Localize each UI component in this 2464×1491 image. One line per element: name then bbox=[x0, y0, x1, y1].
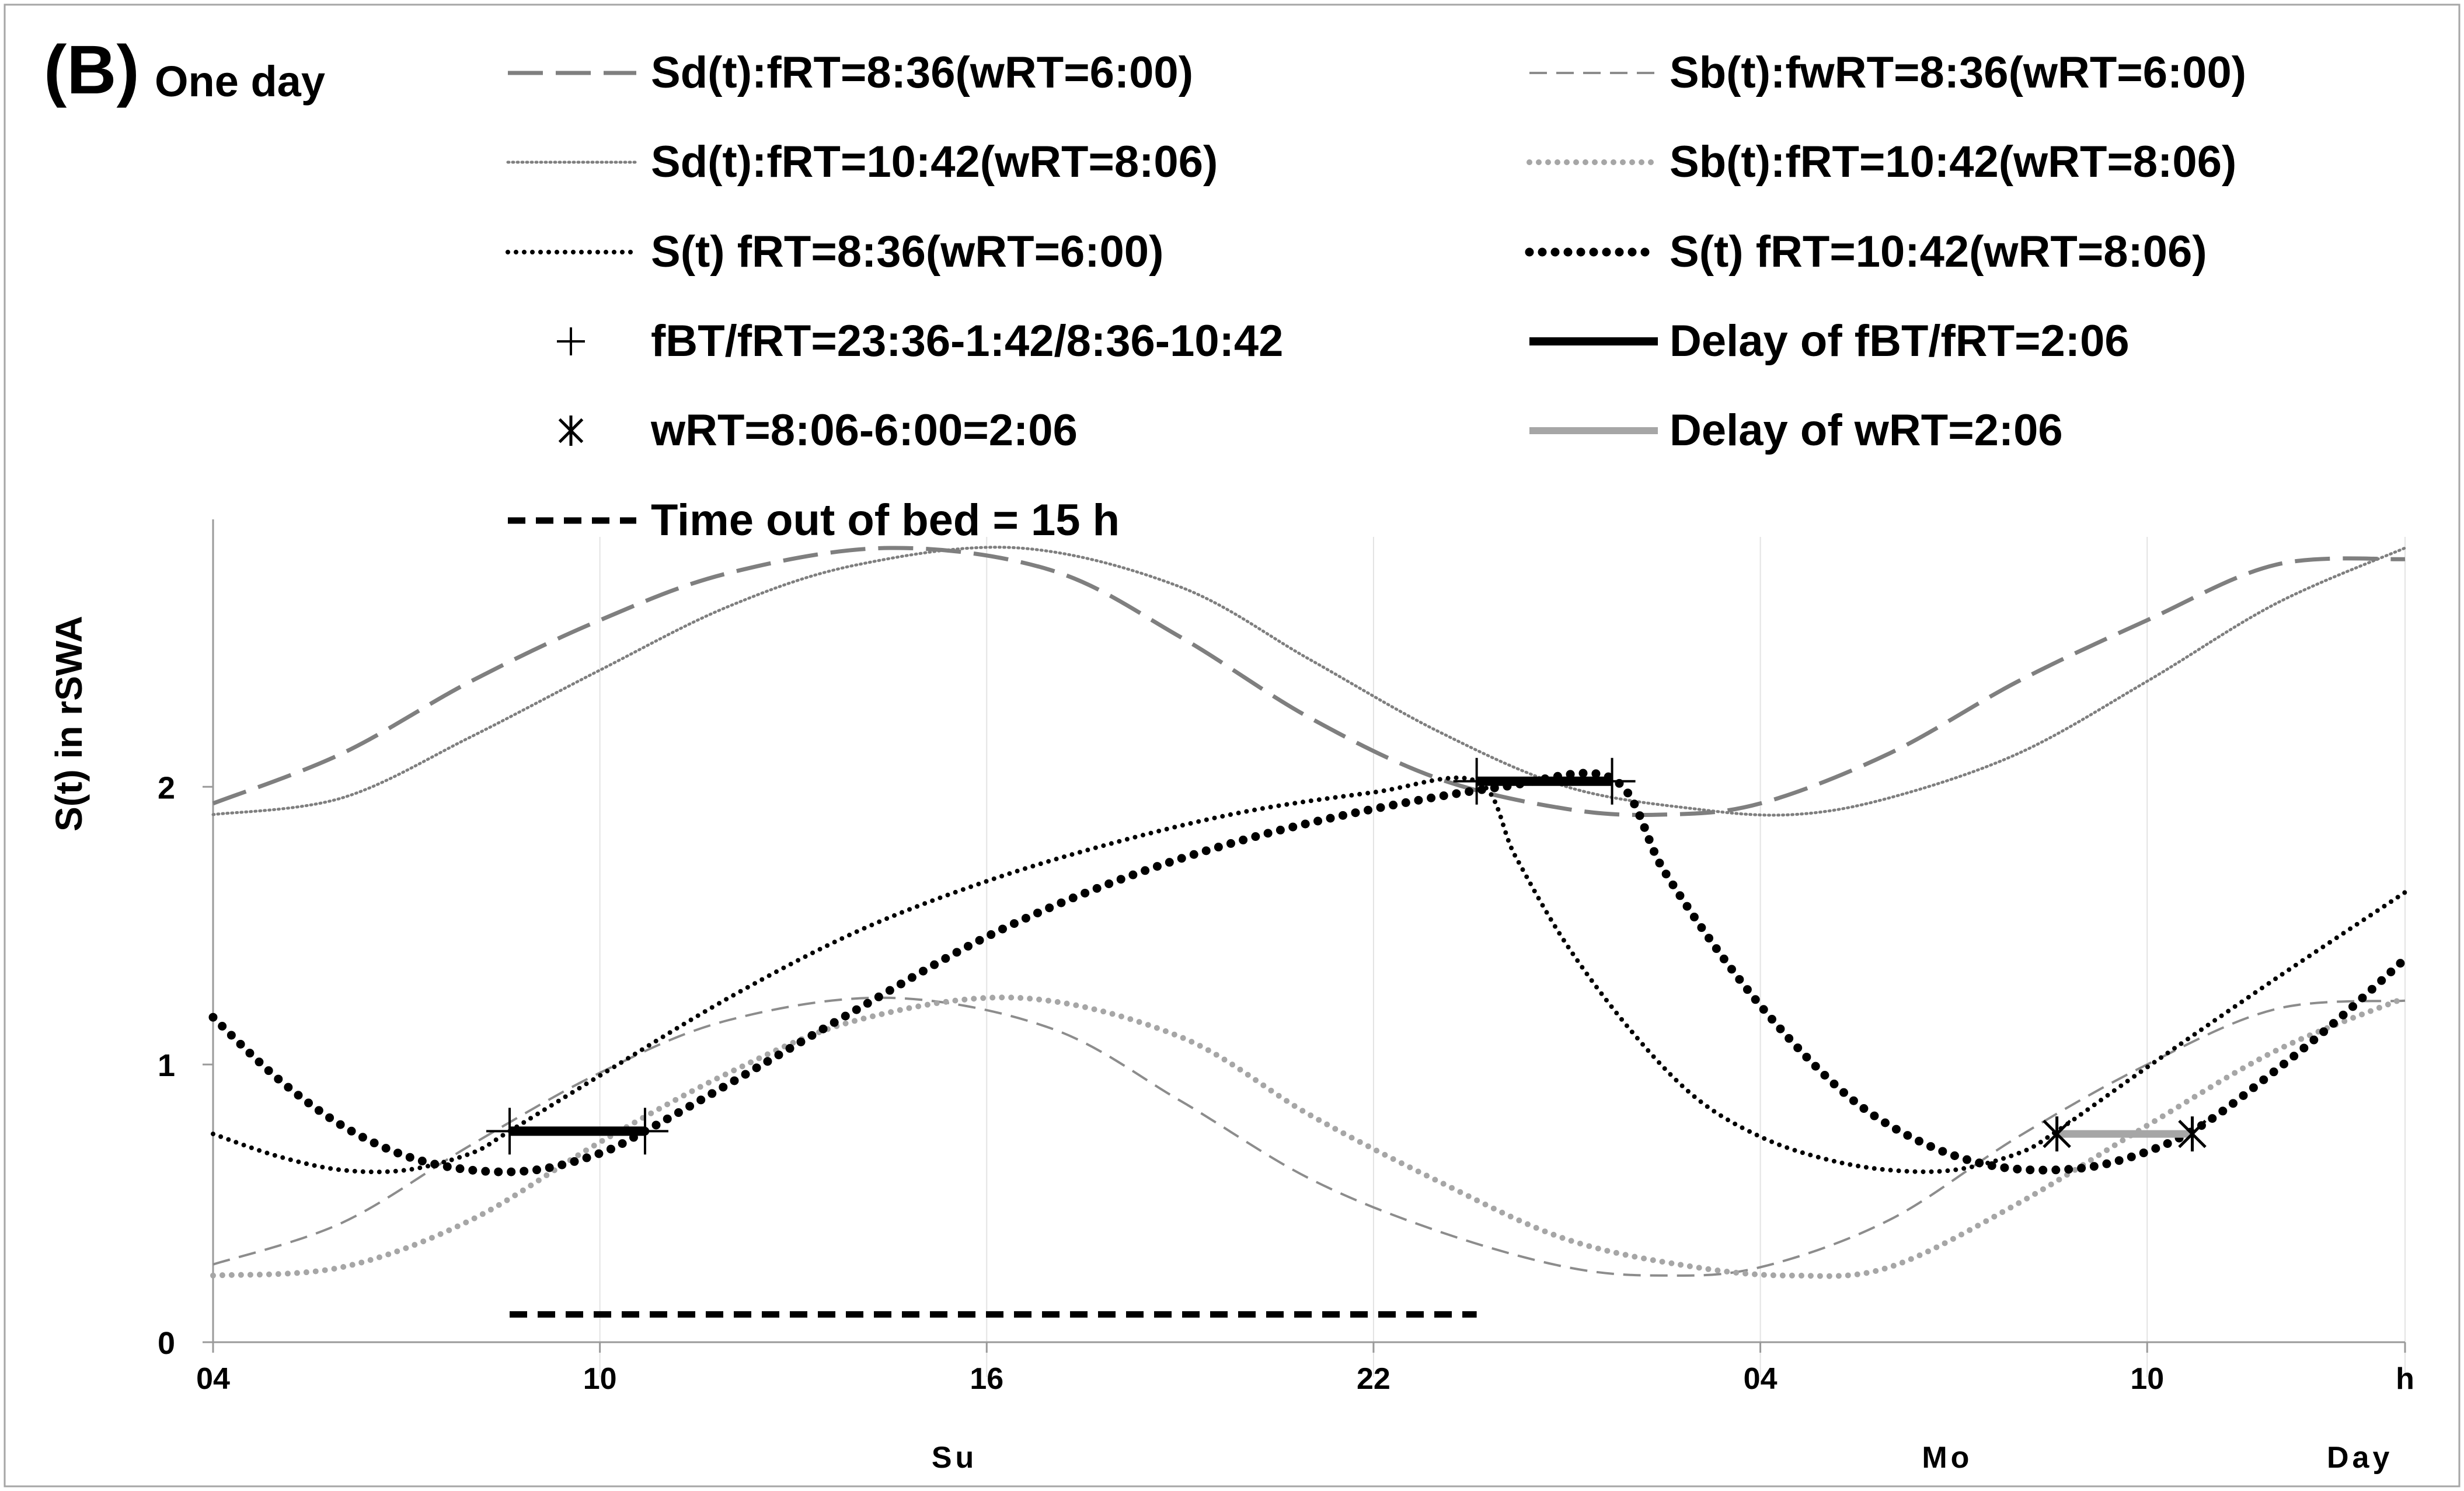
legend-item: Time out of bed = 15 h bbox=[508, 495, 1120, 545]
gridlines bbox=[599, 537, 2406, 1377]
legend-label: Sb(t):fRT=10:42(wRT=8:06) bbox=[1670, 137, 2236, 187]
x-tick-label: h bbox=[2396, 1362, 2414, 1396]
x-tick-label: 22 bbox=[1357, 1362, 1390, 1396]
figure-frame bbox=[4, 4, 2460, 1487]
legend-item: wRT=8:06-6:00=2:06 bbox=[558, 406, 1078, 455]
y-tick-label: 2 bbox=[158, 770, 175, 805]
legend-item: fBT/fRT=23:36-1:42/8:36-10:42 bbox=[557, 316, 1283, 366]
panel-subtitle: One day bbox=[155, 57, 325, 106]
plus-marker bbox=[486, 1108, 534, 1155]
x-tick-label: 04 bbox=[1744, 1362, 1778, 1396]
legend-item: Sb(t):fwRT=8:36(wRT=6:00) bbox=[1529, 48, 2246, 97]
star-marker bbox=[2043, 1116, 2071, 1152]
series-line bbox=[208, 769, 2410, 1176]
legend-label: fBT/fRT=23:36-1:42/8:36-10:42 bbox=[651, 316, 1283, 366]
series-line bbox=[212, 996, 2406, 1277]
day-label: Su bbox=[932, 1441, 977, 1475]
legend-item: Delay of wRT=2:06 bbox=[1529, 406, 2063, 455]
x-tick-label: 04 bbox=[196, 1362, 230, 1396]
legend-item: S(t) fRT=8:36(wRT=6:00) bbox=[506, 227, 1163, 277]
legend-label: S(t) fRT=10:42(wRT=8:06) bbox=[1670, 227, 2207, 277]
y-tick-label: 1 bbox=[158, 1048, 175, 1083]
legend-item: Sb(t):fRT=10:42(wRT=8:06) bbox=[1527, 137, 2236, 187]
day-label: Day bbox=[2327, 1441, 2393, 1475]
x-tick-label: 10 bbox=[583, 1362, 617, 1396]
legend-item: Sd(t):fRT=10:42(wRT=8:06) bbox=[506, 137, 1218, 187]
legend-label: Delay of wRT=2:06 bbox=[1670, 406, 2063, 455]
legend-item: Delay of fBT/fRT=2:06 bbox=[1529, 316, 2130, 366]
star-marker bbox=[2178, 1116, 2207, 1152]
panel-label: (B) bbox=[44, 32, 140, 109]
plus-marker bbox=[1588, 757, 1636, 805]
legend-item: Sd(t):fRT=8:36(wRT=6:00) bbox=[508, 48, 1193, 97]
series-line bbox=[210, 994, 2408, 1279]
series-line bbox=[212, 546, 2406, 817]
legend-label: Delay of fBT/fRT=2:06 bbox=[1670, 316, 2130, 366]
legend-label: wRT=8:06-6:00=2:06 bbox=[650, 406, 1078, 455]
y-axis-label: S(t) in rSWA bbox=[48, 616, 90, 832]
series-layer bbox=[208, 546, 2410, 1318]
marker-layer bbox=[486, 757, 2207, 1155]
x-tick-label: 10 bbox=[2130, 1362, 2164, 1396]
series-line bbox=[211, 775, 2407, 1175]
legend-item: S(t) fRT=10:42(wRT=8:06) bbox=[1525, 227, 2207, 277]
legend: Sd(t):fRT=8:36(wRT=6:00) Sb(t):fwRT=8:36(… bbox=[506, 48, 2246, 545]
plus-marker bbox=[1453, 757, 1500, 805]
legend-label: S(t) fRT=8:36(wRT=6:00) bbox=[651, 227, 1163, 277]
legend-label: Sb(t):fwRT=8:36(wRT=6:00) bbox=[1670, 48, 2246, 97]
y-tick-label: 0 bbox=[158, 1326, 175, 1361]
legend-label: Time out of bed = 15 h bbox=[651, 495, 1120, 545]
plus-marker bbox=[621, 1108, 668, 1155]
axes: 0 1 2 04 10 16 22 04 10 h Su Mo Day bbox=[158, 519, 2414, 1475]
series-line bbox=[211, 546, 2407, 817]
day-label: Mo bbox=[1922, 1441, 1972, 1475]
legend-label: Sd(t):fRT=10:42(wRT=8:06) bbox=[651, 137, 1218, 187]
x-tick-label: 16 bbox=[970, 1362, 1003, 1396]
legend-label: Sd(t):fRT=8:36(wRT=6:00) bbox=[651, 48, 1193, 97]
